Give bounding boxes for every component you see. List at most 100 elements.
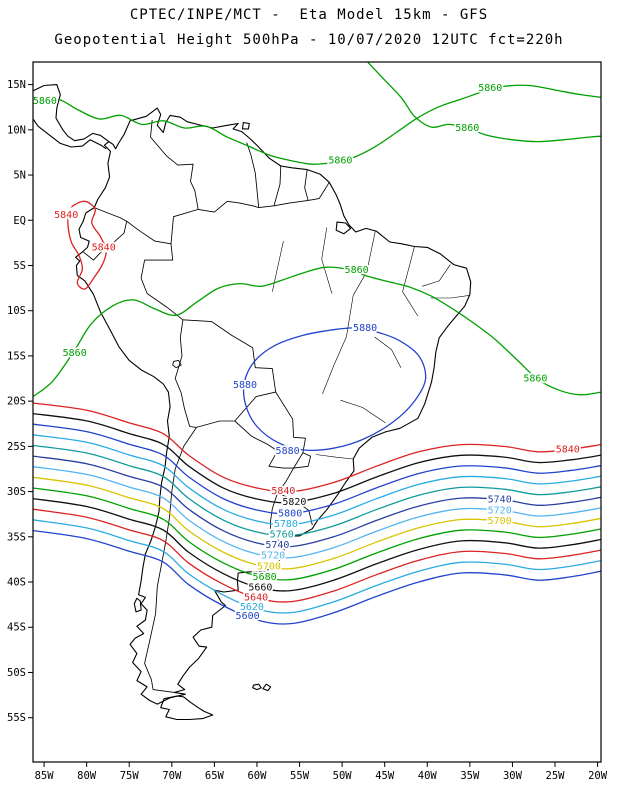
contour-5720-line — [33, 466, 601, 559]
contour-label-5620: 5620 — [240, 602, 264, 613]
lon-tick-label-20W: 20W — [588, 770, 608, 782]
contour-5660-line — [33, 497, 601, 592]
geography-layer — [33, 84, 472, 721]
lat-tick-label-20S: 20S — [7, 396, 26, 408]
contour-label-5720: 5720 — [261, 551, 285, 562]
contour-5840-line — [33, 402, 601, 493]
lat-tick-label-40S: 40S — [7, 577, 26, 589]
lat-tick-label-10N: 10N — [7, 124, 26, 136]
chiloe-island — [133, 597, 142, 613]
lat-tick-label-15N: 15N — [7, 79, 26, 91]
contour-label-5780: 5780 — [274, 519, 298, 530]
contour-5840-line — [67, 200, 107, 290]
contour-layer — [33, 62, 601, 625]
contour-5800-line — [33, 423, 601, 515]
marajo-island — [335, 221, 352, 235]
lon-tick-label-65W: 65W — [205, 770, 225, 782]
border-bolivia-brazil — [182, 319, 277, 393]
lon-tick-label-70W: 70W — [162, 770, 182, 782]
lat-tick-label-5S: 5S — [13, 260, 26, 272]
border-guyana-venezuela — [246, 142, 260, 208]
lon-tick-label-30W: 30W — [503, 770, 523, 782]
contour-5700-line — [33, 476, 601, 570]
border-guianas-brazil — [258, 199, 309, 209]
state-line-xingu — [321, 227, 333, 294]
lon-tick-label-75W: 75W — [120, 770, 140, 782]
contour-label-5680: 5680 — [253, 572, 277, 583]
border-uruguay-river-north — [277, 467, 294, 494]
contour-label-5880: 5880 — [233, 380, 257, 391]
state-line-piaui — [402, 246, 419, 317]
falkland-east — [262, 683, 272, 692]
state-line-tocantins-goias — [322, 295, 354, 395]
lon-tick-label-85W: 85W — [35, 770, 55, 782]
contour-label-5600: 5600 — [236, 611, 260, 622]
lon-tick-label-40W: 40W — [418, 770, 438, 782]
contour-label-5860: 5860 — [523, 374, 547, 385]
contour-label-5880: 5880 — [276, 446, 300, 457]
border-bolivia-paraguay — [234, 391, 276, 422]
contour-label-5740: 5740 — [265, 540, 289, 551]
contour-5640-line — [33, 508, 601, 603]
contour-label-layer: 5860 5860 5860 5860 5860 5860 5860 5840 5840 5880… — [33, 81, 582, 623]
map-frame — [32, 61, 602, 763]
contour-5860-line — [367, 62, 601, 143]
contour-5860-line — [33, 84, 601, 165]
lon-tick-label-45W: 45W — [375, 770, 395, 782]
state-line-ceara — [422, 264, 451, 287]
lat-tick-label-45S: 45S — [7, 622, 26, 634]
border-peru-bolivia — [174, 319, 184, 379]
border-frguiana-brazil — [308, 182, 330, 201]
border-guyana-suriname — [273, 165, 282, 206]
central-america-pacific-coast — [33, 118, 107, 150]
border-chile-bolivia — [174, 378, 197, 428]
lat-tick-label-5N: 5N — [13, 170, 26, 182]
lat-tick-label-EQ: EQ — [13, 215, 26, 227]
contour-label-5760: 5760 — [270, 530, 294, 541]
contour-label-5820: 5820 — [282, 497, 306, 508]
contour-5760-line — [33, 444, 601, 537]
contour-5600-line — [33, 529, 601, 625]
lat-tick-label-15S: 15S — [7, 350, 26, 362]
contour-5680-line — [33, 487, 601, 581]
lon-tick-label-50W: 50W — [333, 770, 353, 782]
lat-tick-label-10S: 10S — [7, 305, 26, 317]
contour-5880-line — [242, 327, 427, 452]
state-line-amazonas-para — [272, 241, 284, 292]
contour-5780-line — [33, 434, 601, 526]
border-brazil-uruguay — [277, 493, 313, 526]
south-america-coastline — [75, 107, 472, 705]
border-venezuela-brazil — [198, 200, 259, 213]
lat-tick-label-35S: 35S — [7, 531, 26, 543]
lon-tick-label-25W: 25W — [546, 770, 566, 782]
state-line-maranhao-para — [352, 231, 376, 296]
border-colombia-venezuela — [150, 119, 199, 210]
border-colombia-brazil — [170, 208, 199, 244]
contour-label-5840: 5840 — [92, 242, 116, 253]
border-colombia-peru — [126, 220, 172, 245]
border-bolivia-argentina — [196, 420, 235, 428]
border-argentina-uruguay — [270, 493, 278, 530]
lon-tick-label-60W: 60W — [247, 770, 267, 782]
contour-label-5640: 5640 — [244, 593, 268, 604]
border-argentina-brazil — [293, 452, 312, 469]
border-chile-argentina — [144, 427, 197, 693]
tierra-del-fuego — [160, 695, 214, 721]
border-ecuador-peru — [82, 221, 128, 261]
border-suriname-frguiana — [304, 169, 309, 201]
trinidad — [241, 122, 250, 130]
lat-tick-label-55S: 55S — [7, 712, 26, 724]
lat-tick-label-25S: 25S — [7, 441, 26, 453]
lon-tick-label-80W: 80W — [77, 770, 97, 782]
lon-tick-label-35W: 35W — [460, 770, 480, 782]
lat-tick-label-50S: 50S — [7, 667, 26, 679]
contour-5620-line — [33, 519, 601, 614]
state-line-parana-santacatarina — [315, 454, 354, 460]
border-paraguay-brazil — [275, 391, 306, 469]
contour-label-5860: 5860 — [478, 83, 502, 94]
state-line-pernambuco — [430, 295, 470, 299]
contour-label-5800: 5800 — [278, 509, 302, 520]
contour-label-5840: 5840 — [54, 210, 78, 221]
contour-label-5840: 5840 — [271, 486, 295, 497]
